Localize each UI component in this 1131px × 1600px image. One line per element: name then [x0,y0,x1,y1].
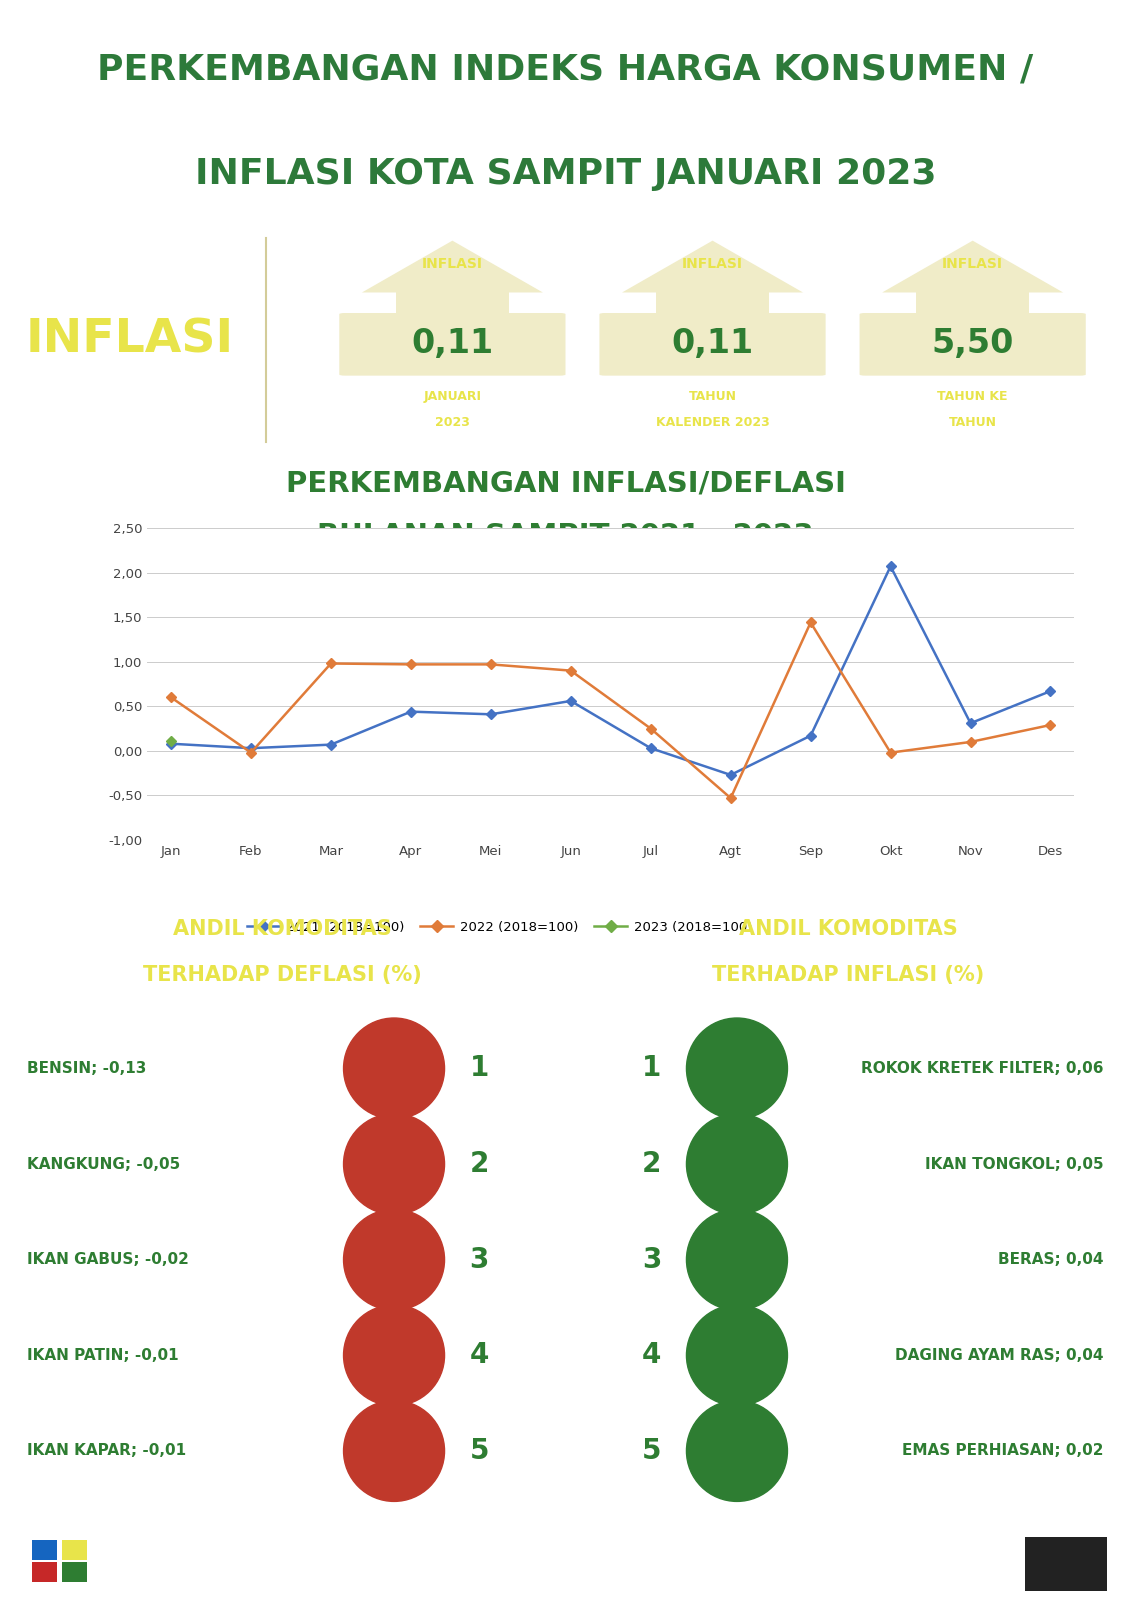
Text: PERKEMBANGAN INFLASI/DEFLASI: PERKEMBANGAN INFLASI/DEFLASI [285,469,846,498]
Circle shape [344,1018,444,1118]
Bar [62,1562,87,1582]
FancyBboxPatch shape [599,314,826,376]
Text: BENSIN; -0,13: BENSIN; -0,13 [27,1061,147,1075]
Text: 2: 2 [642,1150,662,1178]
Text: IKAN GABUS; -0,02: IKAN GABUS; -0,02 [27,1253,189,1267]
Text: 5: 5 [469,1437,489,1466]
Text: TAHUN: TAHUN [689,390,736,403]
Text: ROKOK KRETEK FILTER; 0,06: ROKOK KRETEK FILTER; 0,06 [861,1061,1104,1075]
Text: IKAN PATIN; -0,01: IKAN PATIN; -0,01 [27,1347,179,1363]
Circle shape [344,1114,444,1214]
Text: INFLASI: INFLASI [942,258,1003,272]
Circle shape [687,1114,787,1214]
Text: 3: 3 [469,1246,489,1274]
FancyBboxPatch shape [23,1536,96,1592]
Text: IKAN KAPAR; -0,01: IKAN KAPAR; -0,01 [27,1443,187,1459]
Text: TAHUN KE: TAHUN KE [938,390,1008,403]
Text: INFLASI: INFLASI [422,258,483,272]
Text: 5,50: 5,50 [932,326,1013,360]
Bar [916,290,1029,344]
Bar [1025,1536,1107,1592]
Polygon shape [622,240,803,293]
Text: 1: 1 [642,1054,662,1083]
Circle shape [687,1400,787,1501]
Text: 5: 5 [642,1437,662,1466]
Bar [396,290,509,344]
Polygon shape [882,240,1063,293]
Text: 4: 4 [642,1341,662,1370]
Text: PERKEMBANGAN INDEKS HARGA KONSUMEN /: PERKEMBANGAN INDEKS HARGA KONSUMEN / [97,53,1034,86]
Text: KANGKUNG; -0,05: KANGKUNG; -0,05 [27,1157,181,1171]
Legend: 2021 (2018=100), 2022 (2018=100), 2023 (2018=100): 2021 (2018=100), 2022 (2018=100), 2023 (… [241,915,758,939]
Text: INFLASI: INFLASI [26,317,234,363]
Text: INFLASI KOTA SAMPIT JANUARI 2023: INFLASI KOTA SAMPIT JANUARI 2023 [195,157,936,190]
Text: BULANAN SAMPIT 2021 - 2023: BULANAN SAMPIT 2021 - 2023 [317,522,814,550]
Text: KABUPATEN KOTAWARINGIN TIMUR: KABUPATEN KOTAWARINGIN TIMUR [119,1573,385,1587]
Text: DAGING AYAM RAS; 0,04: DAGING AYAM RAS; 0,04 [896,1347,1104,1363]
Text: 1: 1 [469,1054,489,1083]
Polygon shape [362,240,543,293]
Circle shape [687,1306,787,1406]
Bar [32,1562,57,1582]
Text: INFLASI: INFLASI [682,258,743,272]
Text: ANDIL KOMODITAS: ANDIL KOMODITAS [739,918,958,939]
Text: JANUARI: JANUARI [423,390,482,403]
Text: BERAS; 0,04: BERAS; 0,04 [999,1253,1104,1267]
Circle shape [687,1210,787,1310]
Text: TERHADAP INFLASI (%): TERHADAP INFLASI (%) [713,965,984,986]
Text: 3: 3 [642,1246,662,1274]
Bar [656,290,769,344]
Text: IKAN TONGKOL; 0,05: IKAN TONGKOL; 0,05 [925,1157,1104,1171]
Bar [62,1541,87,1560]
Bar [32,1541,57,1560]
Text: 0,11: 0,11 [672,326,753,360]
Text: TERHADAP DEFLASI (%): TERHADAP DEFLASI (%) [144,965,422,986]
Circle shape [687,1018,787,1118]
Text: ANDIL KOMODITAS: ANDIL KOMODITAS [173,918,392,939]
Text: KALENDER 2023: KALENDER 2023 [656,416,769,429]
Text: 0,11: 0,11 [412,326,493,360]
FancyBboxPatch shape [339,314,566,376]
Bar [1018,1534,1114,1594]
Text: EMAS PERHIASAN; 0,02: EMAS PERHIASAN; 0,02 [903,1443,1104,1459]
Text: 4: 4 [469,1341,489,1370]
Text: BADAN PUSAT STATISTIK: BADAN PUSAT STATISTIK [119,1544,351,1562]
FancyBboxPatch shape [860,314,1086,376]
Circle shape [344,1400,444,1501]
Circle shape [344,1210,444,1310]
Text: 2023: 2023 [435,416,469,429]
Circle shape [344,1306,444,1406]
Text: 2: 2 [469,1150,489,1178]
Text: TAHUN: TAHUN [949,416,996,429]
